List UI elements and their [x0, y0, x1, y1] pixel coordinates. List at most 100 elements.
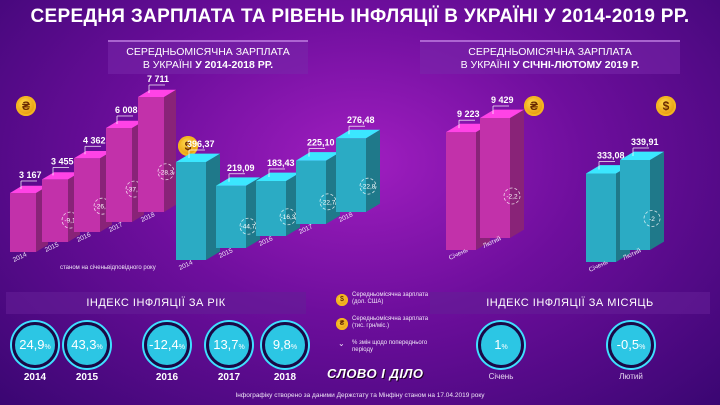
bar-top	[74, 151, 112, 159]
change-label: -16,3	[281, 214, 296, 221]
value-label: 396,37	[187, 139, 215, 149]
change-label: -2	[649, 216, 655, 223]
bar-front	[42, 179, 68, 242]
inflation-period-label: 2018	[273, 372, 297, 383]
value-label: 3 455	[51, 156, 74, 166]
category-label: 2018	[338, 211, 354, 224]
percent-sign: %	[96, 344, 103, 351]
bar-top	[620, 151, 664, 160]
inflation-value: -12,4	[149, 337, 179, 352]
inflation-period-label: Січень	[488, 372, 514, 381]
bar-front	[586, 173, 616, 262]
category-label: 2014	[12, 251, 28, 264]
percent-sign: %	[501, 344, 508, 351]
value-label: 7 711	[147, 74, 169, 84]
change-label: -44,7	[241, 224, 256, 231]
change-ring	[643, 210, 661, 227]
left-panel-line2: В УКРАЇНІ У 2014-2018 РР.	[142, 59, 274, 71]
inflation-value: 9,8	[272, 337, 291, 352]
inflation-value: 24,9	[19, 337, 45, 352]
value-label: 276,48	[347, 115, 375, 125]
baseline-note: станом на січеньвідповідного року	[60, 265, 156, 271]
bar-top	[176, 153, 220, 162]
bar-front	[106, 127, 132, 222]
uah-legend-icon: ₴	[336, 318, 348, 330]
legend-usd: $ Середньомісячна зарплата (дол. США)	[336, 292, 436, 314]
bar-front	[216, 185, 246, 248]
change-ring	[157, 163, 175, 181]
inflation-circle: 13,7%	[206, 322, 252, 368]
bar-side	[164, 89, 176, 212]
inflation-year-header: ІНДЕКС ІНФЛЯЦІЇ ЗА РІК	[6, 292, 306, 314]
inflation-period-label: 2017	[217, 372, 241, 383]
inflation-period-label: 2016	[155, 372, 179, 383]
change-label: -22,8	[361, 184, 376, 191]
bar-top	[138, 89, 176, 97]
value-label: 339,91	[631, 137, 659, 147]
inflation-circle: -12,4%	[144, 322, 190, 368]
bar-front	[176, 162, 206, 260]
usd-legend-icon: $	[336, 294, 348, 306]
value-label: 225,10	[307, 138, 335, 148]
right-panel-line1: СЕРЕДНЬОМІСЯЧНА ЗАРПЛАТА	[468, 46, 632, 58]
bar-front	[256, 180, 286, 236]
bar-side	[510, 109, 524, 238]
value-label: 9 429	[491, 95, 514, 105]
usd-coin-icon-right: $	[656, 96, 676, 116]
bar-top	[446, 123, 490, 133]
bar-front	[620, 160, 650, 250]
inflation-circle: 9,8%	[262, 322, 308, 368]
legend-change-label: % змін щодо попереднього періоду	[352, 340, 428, 353]
inflation-value: 1	[494, 337, 502, 352]
inflation-period-label: Лютий	[619, 372, 643, 381]
bar-top	[296, 152, 340, 161]
value-label: 9 223	[457, 109, 480, 119]
uah-coin-icon-right: ₴	[524, 96, 544, 116]
change-ring	[359, 177, 377, 195]
inflation-value: -0,5	[616, 337, 640, 352]
category-label: 2015	[218, 247, 234, 260]
chevron-down-icon: ⌄	[338, 339, 345, 348]
category-label: 2016	[258, 235, 274, 248]
percent-sign: %	[238, 344, 245, 351]
bar-top	[216, 177, 260, 186]
change-label: -28,3	[159, 169, 174, 176]
brand-logo: СЛОВО І ДІЛО	[327, 366, 424, 381]
bar-front	[10, 192, 36, 252]
legend: $ Середньомісячна зарплата (дол. США) ₴ …	[336, 292, 436, 358]
value-label: 219,09	[227, 163, 255, 173]
inflation-period-label: 2015	[75, 372, 99, 383]
bar-front	[296, 160, 326, 224]
bar-top	[586, 165, 630, 174]
inflation-circle: 43,3%	[64, 322, 110, 368]
salary-chart: 3 167 2014 3 455 -9,1 2015 4 362 -26,3 2016 6 00…	[10, 74, 664, 274]
usd-coin-icon: $	[178, 136, 198, 156]
value-label: 333,08	[597, 151, 625, 161]
inflation-value: 13,7	[213, 337, 239, 352]
legend-uah: ₴ Середньомісячна зарплата (тис. грн/міс…	[336, 316, 436, 338]
percent-sign: %	[178, 344, 185, 351]
bar-front	[74, 158, 100, 232]
left-panel-line1: СЕРЕДНЬОМІСЯЧНА ЗАРПЛАТА	[126, 46, 290, 58]
bar-front	[480, 118, 510, 238]
page-title: СЕРЕДНЯ ЗАРПЛАТА ТА РІВЕНЬ ІНФЛЯЦІЇ В УК…	[30, 6, 690, 27]
change-label: -37,7	[127, 187, 142, 194]
inflation-period-label: 2014	[23, 372, 47, 383]
percent-sign: %	[290, 344, 298, 351]
inflation-circle: -0,5%	[608, 322, 654, 368]
bar-top	[42, 172, 80, 180]
bar-top	[10, 185, 48, 193]
legend-change: ⌄ % змін щодо попереднього періоду	[336, 340, 436, 358]
bar-side	[366, 129, 380, 212]
inflation-circle: 1%	[478, 322, 524, 368]
right-panel-header: СЕРЕДНЬОМІСЯЧНА ЗАРПЛАТА В УКРАЇНІ У СІЧ…	[420, 40, 680, 74]
change-label: -2,2	[506, 194, 518, 201]
bar-front	[336, 138, 366, 212]
left-panel-header: СЕРЕДНЬОМІСЯЧНА ЗАРПЛАТА В УКРАЇНІ У 201…	[108, 40, 308, 74]
bar-front	[446, 132, 476, 250]
change-label: -22,7	[321, 199, 336, 206]
value-label: 3 167	[19, 170, 42, 180]
value-label: 183,43	[267, 158, 295, 168]
value-label: 6 008	[115, 105, 138, 115]
category-label: 2014	[178, 259, 194, 272]
